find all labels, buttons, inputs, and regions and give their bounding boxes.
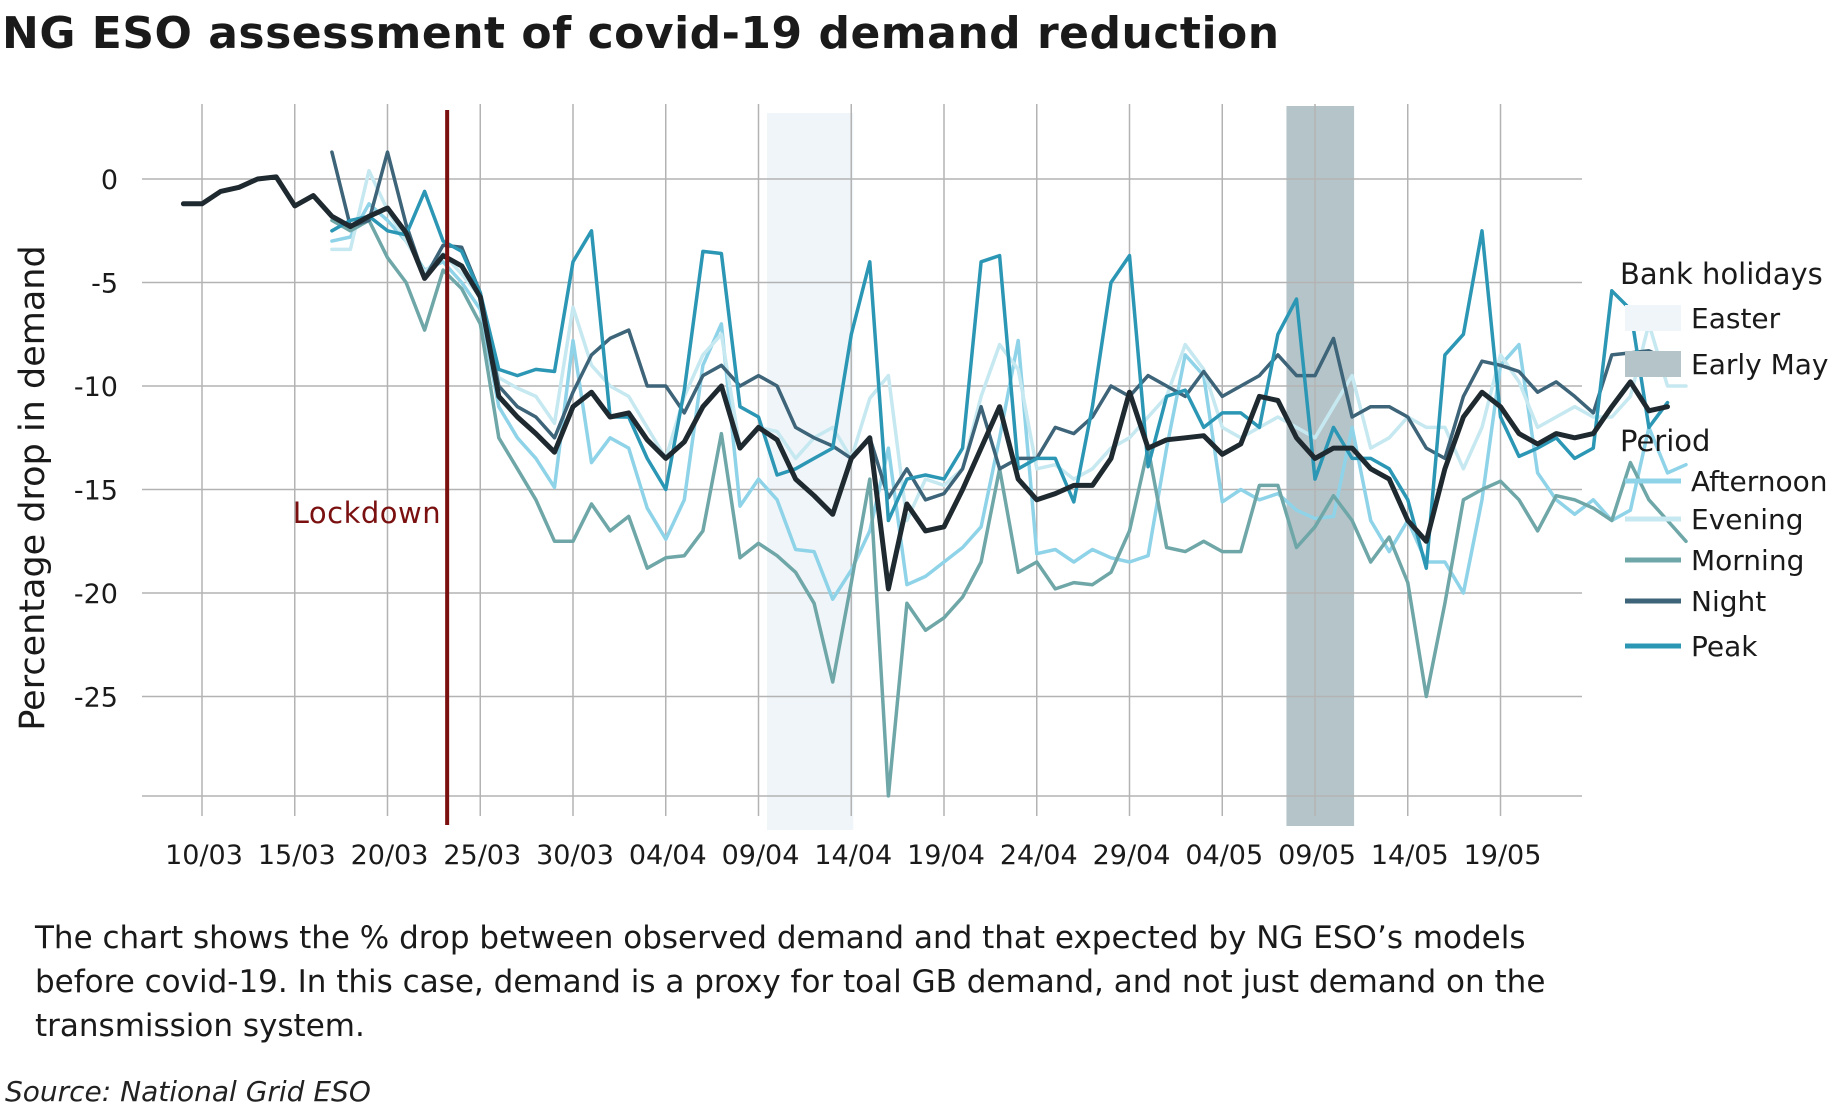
legend-swatch-easter — [1625, 305, 1681, 331]
y-tick-label: -25 — [74, 683, 118, 714]
legend-label-period: Afternoon — [1691, 465, 1828, 498]
gridlines — [142, 104, 1582, 816]
x-tick-label: 19/04 — [907, 840, 985, 871]
chart-source: Source: National Grid ESO — [5, 1075, 371, 1108]
x-tick-label: 04/05 — [1185, 840, 1263, 871]
legend-swatch-early-may — [1625, 351, 1681, 377]
lockdown-label: Lockdown — [293, 496, 441, 530]
y-tick-label: -20 — [74, 579, 118, 610]
x-tick-label: 29/04 — [1093, 840, 1171, 871]
band-easter — [767, 113, 854, 830]
x-tick-label: 04/04 — [629, 840, 707, 871]
x-tick-label: 09/05 — [1278, 840, 1356, 871]
legend-title-bank-holidays: Bank holidays — [1620, 257, 1823, 291]
x-tick-label: 14/04 — [814, 840, 892, 871]
legend-label-bank-holiday: Early May — [1691, 348, 1829, 381]
x-tick-label: 19/05 — [1464, 840, 1542, 871]
y-tick-label: -10 — [74, 372, 118, 403]
y-tick-label: -5 — [91, 269, 118, 300]
x-tick-label: 25/03 — [443, 840, 521, 871]
x-tick-label: 10/03 — [165, 840, 243, 871]
x-tick-label: 30/03 — [536, 840, 614, 871]
x-tick-label: 15/03 — [258, 840, 336, 871]
legend-title-period: Period — [1620, 424, 1710, 458]
page-title: NG ESO assessment of covid-19 demand red… — [2, 8, 1280, 59]
legend-label-period: Night — [1691, 585, 1766, 618]
x-tick-label: 09/04 — [722, 840, 800, 871]
series-line-peak — [330, 189, 1670, 570]
series-line-night — [330, 150, 1670, 502]
legend-label-period: Peak — [1691, 630, 1758, 663]
y-tick-label: 0 — [101, 165, 118, 196]
series-line-overall — [180, 174, 1670, 592]
series-line-afternoon — [330, 202, 1688, 601]
legend: Bank holidays Easter Early May Period Aftern… — [1620, 257, 1829, 663]
y-tick-label: -15 — [74, 476, 118, 507]
x-tick-label: 24/04 — [1000, 840, 1078, 871]
series-line-morning — [330, 218, 1688, 798]
x-tick-label: 14/05 — [1371, 840, 1449, 871]
axes: 0 -5 -10 -15 -20 -25 10/03 15/03 20/03 25/03 30/03… — [13, 165, 1541, 871]
x-tick-label: 20/03 — [351, 840, 429, 871]
series-lines — [180, 150, 1688, 798]
chart-caption: The chart shows the % drop between obser… — [35, 920, 1546, 1044]
legend-label-period: Evening — [1691, 503, 1804, 536]
y-axis-title: Percentage drop in demand — [13, 245, 53, 730]
annotations: Lockdown — [293, 110, 450, 825]
legend-label-bank-holiday: Easter — [1691, 302, 1781, 335]
legend-label-period: Morning — [1691, 544, 1804, 577]
